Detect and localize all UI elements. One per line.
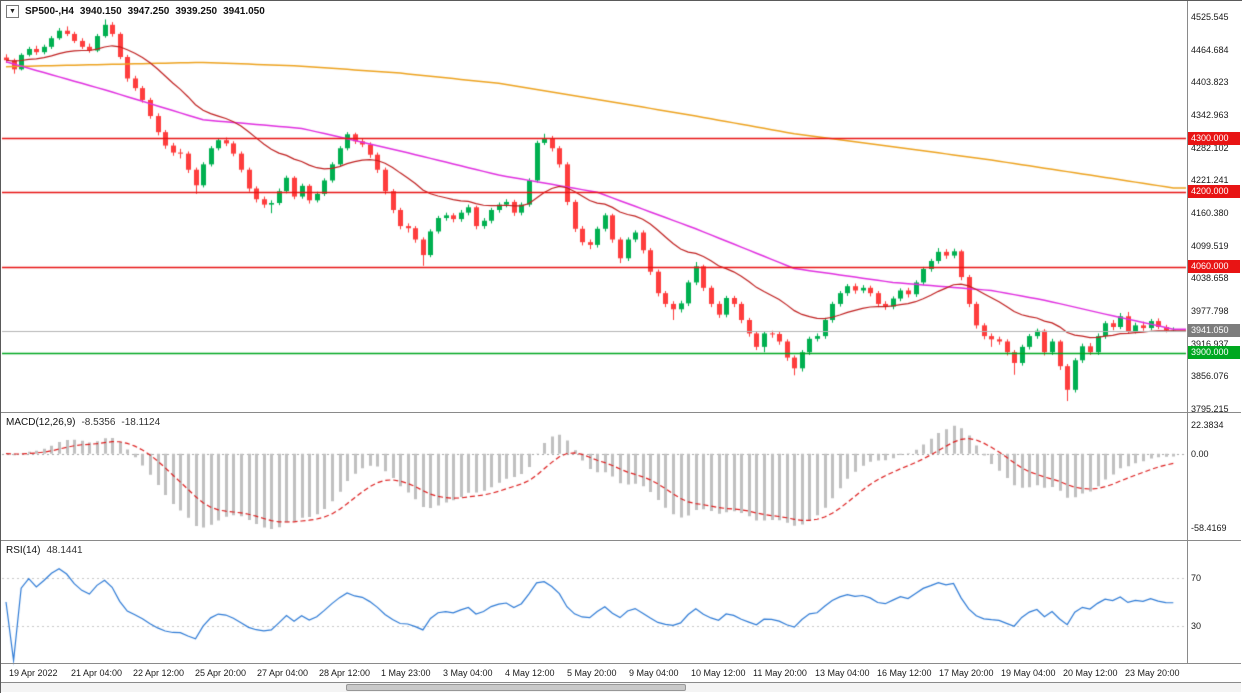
time-axis-label: 1 May 23:00 (381, 668, 431, 678)
rsi-value: 48.1441 (46, 545, 83, 556)
price-axis-label: 4160.380 (1191, 207, 1229, 218)
time-axis-label: 23 May 20:00 (1125, 668, 1180, 678)
time-axis-label: 10 May 12:00 (691, 668, 746, 678)
quote-low: 3939.250 (175, 6, 218, 17)
time-axis-label: 21 Apr 04:00 (71, 668, 123, 678)
macd-signal-value: -18.1124 (121, 417, 161, 428)
macd-main-value: -8.5356 (81, 417, 116, 428)
time-axis-label: 27 Apr 04:00 (257, 668, 309, 678)
panel-splitter-rsi[interactable] (1, 540, 1241, 541)
time-axis-label: 16 May 12:00 (877, 668, 932, 678)
time-axis-label: 19 May 04:00 (1001, 668, 1056, 678)
price-axis-label: 4464.684 (1191, 44, 1229, 55)
time-axis-label: 19 Apr 2022 (9, 668, 58, 678)
scrollbar-thumb[interactable] (346, 684, 686, 691)
macd-axis-label: 0.00 (1191, 448, 1209, 459)
macd-axis-label: -58.4169 (1191, 522, 1227, 533)
price-axis-label: 4038.658 (1191, 273, 1229, 284)
time-axis-label: 11 May 20:00 (753, 668, 807, 678)
time-axis-label: 17 May 20:00 (939, 668, 994, 678)
price-level-tag[interactable]: 3900.000 (1188, 346, 1240, 360)
time-axis-label: 5 May 20:00 (567, 668, 617, 678)
current-price-tag: 3941.050 (1188, 324, 1240, 338)
time-axis-label: 22 Apr 12:00 (133, 668, 185, 678)
scrollbar-separator (1, 682, 1241, 683)
macd-name: MACD(12,26,9) (6, 417, 76, 428)
price-axis-label: 4099.519 (1191, 240, 1229, 251)
price-axis-separator (1187, 1, 1188, 664)
symbol-title: SP500-,H4 (25, 6, 74, 17)
price-axis-label: 3916.937 (1191, 338, 1229, 349)
price-axis-label: 4525.545 (1191, 12, 1229, 22)
rsi-indicator-label: RSI(14) 48.1441 (6, 545, 83, 556)
time-axis-label: 9 May 04:00 (629, 668, 679, 678)
horizontal-scrollbar[interactable] (1, 683, 1241, 692)
price-level-tag[interactable]: 4060.000 (1188, 260, 1240, 274)
symbol-list-button[interactable]: ▼ (6, 5, 19, 18)
time-axis-label: 20 May 12:00 (1063, 668, 1118, 678)
quote-close: 3941.050 (223, 6, 265, 17)
time-axis[interactable]: 19 Apr 2022 21 Apr 04:00 22 Apr 12:00 25 Ap… (1, 665, 1187, 682)
price-axis-label: 4282.102 (1191, 142, 1229, 153)
price-axis-label: 3795.215 (1191, 403, 1229, 414)
rsi-axis-label: 70 (1191, 572, 1202, 583)
price-axis-label: 4403.823 (1191, 77, 1229, 88)
quote-high: 3947.250 (127, 6, 170, 17)
macd-indicator-label: MACD(12,26,9) -8.5356 -18.1124 (6, 417, 160, 428)
panel-splitter-macd[interactable] (1, 412, 1241, 413)
symbol-header: ▼ SP500-,H4 3940.150 3947.250 3939.250 3… (6, 5, 265, 18)
time-axis-label: 13 May 04:00 (815, 668, 870, 678)
price-axis-label: 3856.076 (1191, 371, 1229, 382)
time-axis-label: 25 Apr 20:00 (195, 668, 247, 678)
quote-open: 3940.150 (79, 6, 122, 17)
price-axis[interactable]: 4525.545 4464.684 4403.823 4342.963 4282.102… (1188, 1, 1242, 664)
dropdown-triangle-icon: ▼ (9, 8, 16, 15)
time-axis-separator (1, 663, 1241, 664)
price-level-tag[interactable]: 4300.000 (1188, 131, 1240, 145)
price-axis-label: 4342.963 (1191, 109, 1229, 120)
time-axis-label: 4 May 12:00 (505, 668, 555, 678)
time-axis-label: 28 Apr 12:00 (319, 668, 371, 678)
rsi-name: RSI(14) (6, 545, 41, 556)
macd-axis-label: 22.3834 (1191, 420, 1224, 431)
time-axis-label: 3 May 04:00 (443, 668, 493, 678)
price-axis-label: 3977.798 (1191, 305, 1229, 316)
price-axis-label: 4221.241 (1191, 175, 1229, 186)
rsi-axis-label: 30 (1191, 621, 1202, 632)
price-level-tag[interactable]: 4200.000 (1188, 185, 1240, 199)
